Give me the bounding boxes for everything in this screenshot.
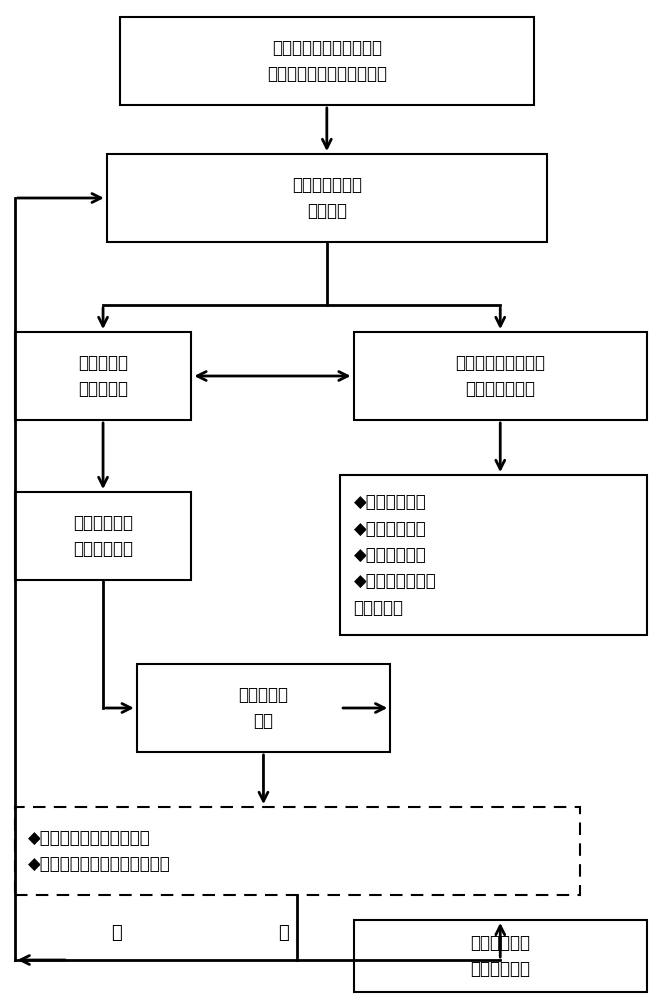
- Text: ◆判断是否达到更新次数；
◆判断是否满足优化终止条件。: ◆判断是否达到更新次数； ◆判断是否满足优化终止条件。: [28, 829, 171, 873]
- Bar: [340, 475, 647, 635]
- Text: 计算历史最优位置，
找到全局最优解: 计算历史最优位置， 找到全局最优解: [456, 354, 545, 398]
- Text: 否: 否: [111, 924, 122, 942]
- Text: 计算每名搜寻者
适应度值: 计算每名搜寻者 适应度值: [292, 176, 362, 220]
- Bar: [354, 332, 647, 420]
- Text: 根据适应度
得到隶属度: 根据适应度 得到隶属度: [78, 354, 128, 398]
- Bar: [107, 154, 547, 242]
- Text: 计算每名搜索
者的搜索步长: 计算每名搜索 者的搜索步长: [73, 514, 133, 558]
- Bar: [137, 664, 390, 752]
- Text: 优化完成，输
出最优设计解: 优化完成，输 出最优设计解: [470, 934, 530, 978]
- Bar: [15, 492, 191, 580]
- Text: 是: 是: [278, 924, 289, 942]
- Text: 搜索者位置
更新: 搜索者位置 更新: [239, 686, 288, 730]
- Bar: [354, 920, 647, 992]
- Bar: [15, 807, 580, 895]
- Bar: [120, 17, 534, 105]
- Text: 确定搜寻者种群规模和搜
索次数，初始化搜寻者队伍: 确定搜寻者种群规模和搜 索次数，初始化搜寻者队伍: [267, 39, 387, 83]
- Text: ◆计算利己方向
◆计算利他方向
◆计算预动方向
◆计算每名搜索者
的搜索方向: ◆计算利己方向 ◆计算利他方向 ◆计算预动方向 ◆计算每名搜索者 的搜索方向: [354, 493, 436, 617]
- Bar: [15, 332, 191, 420]
